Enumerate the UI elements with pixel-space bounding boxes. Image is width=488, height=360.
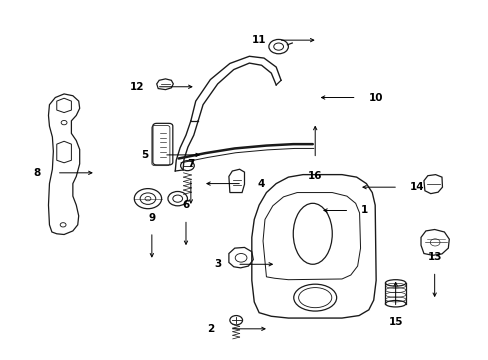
- Text: 11: 11: [251, 35, 266, 45]
- Text: 10: 10: [368, 93, 383, 103]
- Text: 3: 3: [214, 259, 221, 269]
- Text: 8: 8: [34, 168, 41, 178]
- Text: 2: 2: [206, 324, 214, 334]
- Text: 9: 9: [148, 213, 155, 222]
- Text: 12: 12: [130, 82, 144, 92]
- Text: 16: 16: [307, 171, 322, 181]
- Text: 6: 6: [182, 200, 189, 210]
- Text: 7: 7: [187, 159, 194, 169]
- Text: 5: 5: [141, 150, 148, 160]
- Text: 13: 13: [427, 252, 441, 262]
- Text: 1: 1: [360, 206, 367, 216]
- Text: 15: 15: [387, 317, 402, 327]
- Text: 4: 4: [257, 179, 264, 189]
- Text: 14: 14: [409, 182, 424, 192]
